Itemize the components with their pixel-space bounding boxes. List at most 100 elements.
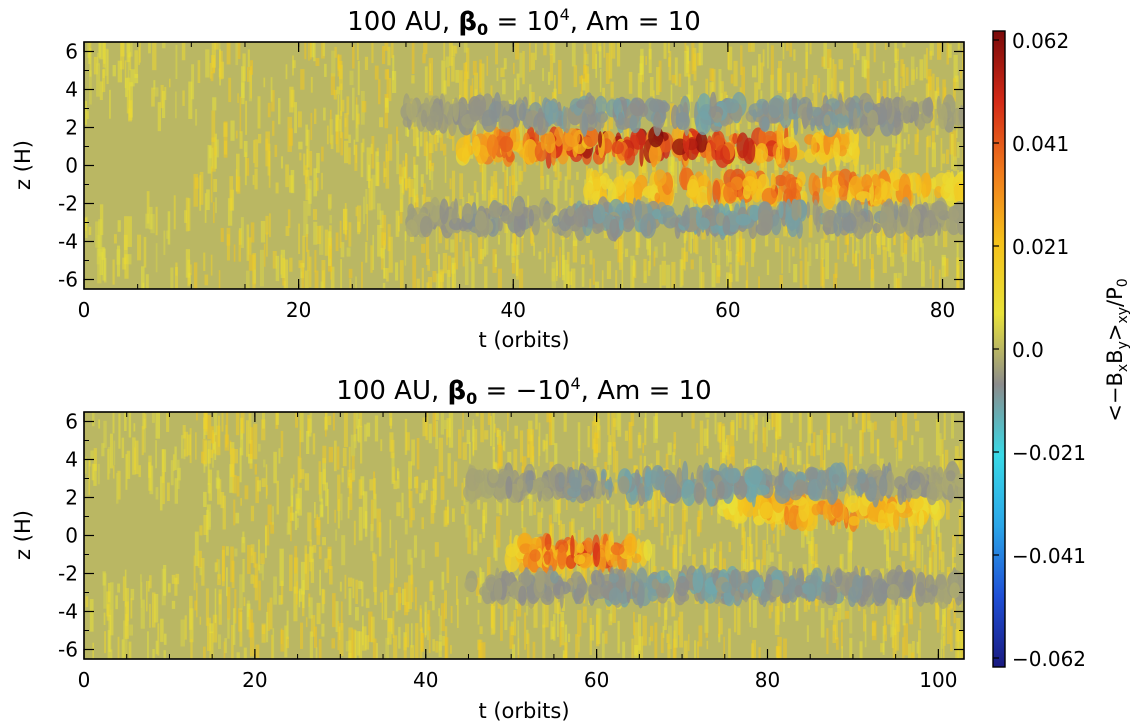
heatmap-cell bbox=[592, 542, 601, 567]
heatmap-cell bbox=[382, 45, 386, 65]
heatmap-cell bbox=[132, 437, 136, 475]
heatmap-cell bbox=[899, 90, 901, 103]
heatmap-cell bbox=[524, 612, 527, 650]
heatmap-cell bbox=[444, 420, 448, 430]
heatmap-cell bbox=[152, 649, 155, 659]
heatmap-cell bbox=[424, 611, 427, 638]
heatmap-cell bbox=[336, 446, 340, 470]
heatmap-cell bbox=[526, 633, 530, 659]
heatmap-cell bbox=[851, 235, 854, 264]
heatmap-cell bbox=[249, 622, 255, 657]
heatmap-cell bbox=[621, 227, 624, 254]
heatmap-cell bbox=[170, 267, 174, 289]
heatmap-cell bbox=[472, 437, 475, 457]
heatmap-cell bbox=[624, 248, 629, 257]
heatmap-cell bbox=[802, 564, 807, 589]
heatmap-cell bbox=[391, 70, 397, 94]
heatmap-cell bbox=[370, 523, 374, 552]
heatmap-cell bbox=[309, 150, 313, 176]
heatmap-cell bbox=[828, 608, 833, 621]
heatmap-cell bbox=[943, 617, 946, 646]
heatmap-cell bbox=[230, 546, 234, 583]
heatmap-cell bbox=[365, 241, 368, 263]
heatmap-cell bbox=[451, 45, 456, 57]
heatmap-cell bbox=[945, 149, 949, 164]
heatmap-cell bbox=[600, 172, 610, 190]
heatmap-cell bbox=[323, 468, 326, 491]
heatmap-cell bbox=[287, 209, 291, 228]
heatmap-cell bbox=[206, 617, 211, 651]
heatmap-cell bbox=[468, 100, 481, 122]
heatmap-cell bbox=[348, 446, 351, 472]
heatmap-cell bbox=[646, 220, 651, 236]
heatmap-cell bbox=[599, 68, 602, 93]
heatmap-cell bbox=[203, 491, 207, 507]
heatmap-cell bbox=[352, 44, 355, 69]
heatmap-cell bbox=[253, 575, 258, 588]
heatmap-cell bbox=[106, 604, 110, 621]
heatmap-cell bbox=[245, 100, 248, 135]
heatmap-cell bbox=[146, 580, 148, 612]
heatmap-cell bbox=[308, 180, 312, 204]
heatmap-cell bbox=[124, 601, 129, 640]
heatmap-cell bbox=[404, 519, 408, 535]
heatmap-cell bbox=[564, 176, 568, 201]
heatmap-cell bbox=[528, 84, 532, 106]
heatmap-cell bbox=[672, 638, 677, 659]
heatmap-cell bbox=[810, 117, 815, 132]
heatmap-cell bbox=[775, 412, 779, 440]
heatmap-cell bbox=[276, 480, 279, 515]
heatmap-cell bbox=[102, 69, 106, 93]
heatmap-cell bbox=[797, 450, 802, 466]
heatmap-cell bbox=[413, 164, 419, 203]
heatmap-cell bbox=[921, 261, 925, 287]
heatmap-cell bbox=[782, 136, 796, 149]
heatmap-cell bbox=[535, 567, 545, 593]
heatmap-cell bbox=[451, 170, 456, 209]
heatmap-cell bbox=[731, 158, 736, 175]
heatmap-cell bbox=[304, 42, 307, 60]
heatmap-cell bbox=[92, 642, 94, 659]
heatmap-cell bbox=[690, 216, 693, 254]
heatmap-cell bbox=[538, 251, 542, 260]
heatmap-cell bbox=[826, 68, 830, 105]
heatmap-cell bbox=[494, 254, 498, 268]
heatmap-cell bbox=[334, 46, 337, 58]
heatmap-cell bbox=[305, 124, 308, 146]
heatmap-cell bbox=[867, 420, 872, 432]
heatmap-cell bbox=[440, 475, 445, 500]
heatmap-cell bbox=[357, 418, 361, 443]
heatmap-cell bbox=[650, 464, 665, 490]
heatmap-cell bbox=[894, 476, 906, 490]
heatmap-cell bbox=[602, 87, 605, 102]
heatmap-cell bbox=[296, 581, 298, 605]
heatmap-cell bbox=[88, 52, 91, 64]
heatmap-cell bbox=[291, 495, 293, 521]
heatmap-cell bbox=[170, 460, 174, 486]
heatmap-cell bbox=[653, 490, 658, 527]
heatmap-cell bbox=[261, 563, 264, 581]
heatmap-cell bbox=[155, 440, 157, 469]
heatmap-cell bbox=[659, 101, 670, 113]
heatmap-cell bbox=[302, 235, 305, 268]
heatmap-cell bbox=[781, 450, 786, 476]
heatmap-cell bbox=[822, 266, 825, 289]
heatmap-cell bbox=[554, 585, 559, 614]
heatmap-cell bbox=[734, 506, 739, 530]
heatmap-cell bbox=[953, 156, 958, 172]
heatmap-cell bbox=[115, 595, 118, 610]
heatmap-cell bbox=[130, 588, 135, 601]
heatmap-cell bbox=[309, 539, 312, 572]
heatmap-cell bbox=[583, 182, 595, 201]
heatmap-cell bbox=[585, 51, 588, 61]
heatmap-cell bbox=[273, 451, 277, 484]
heatmap-cell bbox=[862, 221, 872, 234]
heatmap-cell bbox=[762, 157, 768, 190]
heatmap-cell bbox=[670, 84, 673, 102]
heatmap-cell bbox=[553, 126, 564, 147]
heatmap-cell bbox=[611, 42, 616, 59]
heatmap-cell bbox=[416, 137, 420, 157]
heatmap-cell bbox=[222, 495, 226, 530]
heatmap-cell bbox=[379, 210, 384, 229]
